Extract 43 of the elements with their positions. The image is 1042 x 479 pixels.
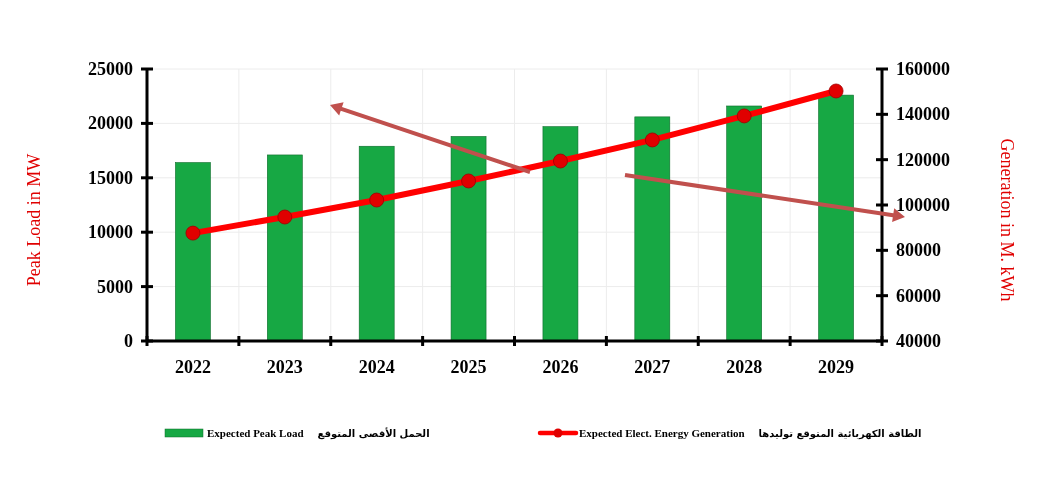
- y2-tick-label: 120000: [896, 149, 950, 170]
- y2-tick-label: 100000: [896, 195, 950, 215]
- point: [828, 83, 844, 99]
- y-tick-label: 10000: [88, 222, 133, 243]
- y-tick-label: 0: [124, 331, 133, 351]
- bar: [818, 94, 854, 342]
- x-tick-label: 2024: [358, 357, 395, 377]
- y2-tick-label: 40000: [896, 331, 941, 351]
- y2-tick-label: 160000: [896, 59, 950, 79]
- text: الطاقة الكهربائية المتوقع توليدها: [758, 428, 922, 440]
- bar: [726, 105, 762, 342]
- point: [369, 192, 385, 208]
- y-tick-label: 25000: [88, 59, 133, 79]
- y-tick-label: 5000: [97, 276, 133, 297]
- text: الحمل الأقصى المتوقع: [317, 427, 430, 440]
- x-tick-label: 2028: [726, 357, 763, 377]
- legend-label: Expected Peak Load: [207, 427, 304, 439]
- point: [461, 173, 476, 189]
- x-tick-label: 2027: [634, 357, 671, 377]
- x-tick-label: 2025: [450, 357, 487, 377]
- x-tick-label: 2029: [818, 357, 855, 377]
- y2-tick-label: 80000: [896, 240, 941, 261]
- y-tick-label: 20000: [88, 113, 133, 134]
- x-tick-label: 2026: [542, 357, 579, 377]
- bar: [175, 162, 211, 342]
- bar: [634, 116, 671, 342]
- y-tick-label: 15000: [88, 167, 133, 188]
- y-axis-title: Peak Load in MW: [24, 153, 44, 287]
- bar: [450, 136, 487, 342]
- point: [553, 153, 568, 169]
- point: [277, 209, 293, 225]
- bar: [542, 126, 579, 342]
- point: [736, 108, 752, 124]
- point: [185, 225, 201, 241]
- x-tick-label: 2022: [174, 357, 211, 377]
- bar: [267, 154, 303, 342]
- y2-axis-title: Generation in M. kWh: [997, 138, 1017, 302]
- x-tick-label: 2023: [266, 357, 303, 377]
- legend-label: Expected Elect. Energy Generation: [579, 427, 745, 439]
- y2-tick-label: 140000: [896, 104, 950, 125]
- point: [644, 132, 660, 148]
- y2-tick-label: 60000: [896, 285, 941, 306]
- bar: [358, 145, 395, 342]
